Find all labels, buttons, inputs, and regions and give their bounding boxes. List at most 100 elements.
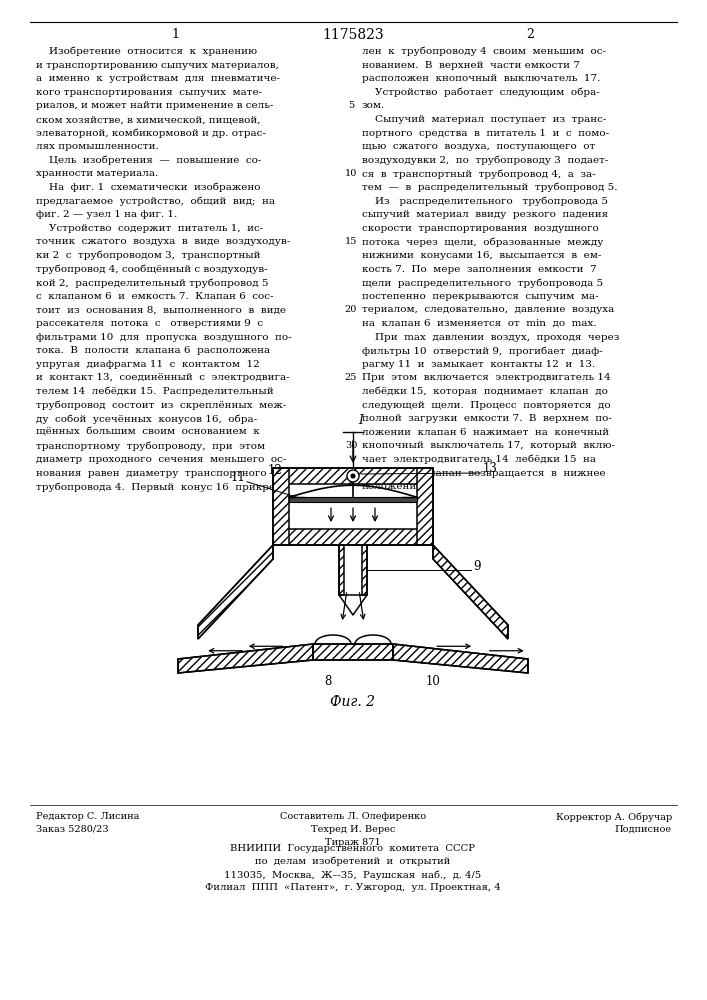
Circle shape <box>347 470 359 482</box>
Text: Техред И. Верес: Техред И. Верес <box>311 825 395 834</box>
Text: кого транспортирования  сыпучих  мате-: кого транспортирования сыпучих мате- <box>36 88 262 97</box>
Text: 25: 25 <box>345 373 357 382</box>
Text: Корректор А. Обручар: Корректор А. Обручар <box>556 812 672 822</box>
Text: расположен  кнопочный  выключатель  17.: расположен кнопочный выключатель 17. <box>362 74 600 83</box>
Text: лебёдки 15,  которая  поднимает  клапан  до: лебёдки 15, которая поднимает клапан до <box>362 387 608 396</box>
Text: трубопровода 4.  Первый  конус 16  прикреп-: трубопровода 4. Первый конус 16 прикреп- <box>36 482 286 492</box>
Text: 10: 10 <box>426 675 440 688</box>
Text: 2: 2 <box>526 28 534 41</box>
Text: На  фиг. 1  схематически  изображено: На фиг. 1 схематически изображено <box>36 183 260 192</box>
Text: Составитель Л. Олефиренко: Составитель Л. Олефиренко <box>280 812 426 821</box>
Text: Изобретение  относится  к  хранению: Изобретение относится к хранению <box>36 47 257 56</box>
Text: 113035,  Москва,  Ж–-35,  Раушская  наб.,  д. 4/5: 113035, Москва, Ж–-35, Раушская наб., д.… <box>224 870 481 880</box>
Text: Заказ 5280/23: Заказ 5280/23 <box>36 825 109 834</box>
Text: и транспортированию сыпучих материалов,: и транспортированию сыпучих материалов, <box>36 61 279 70</box>
Text: рагму 11  и  замыкает  контакты 12  и  13.: рагму 11 и замыкает контакты 12 и 13. <box>362 360 595 369</box>
Text: тоит  из  основания 8,  выполненного  в  виде: тоит из основания 8, выполненного в виде <box>36 305 286 314</box>
Text: 5: 5 <box>348 101 354 110</box>
Text: положение.: положение. <box>362 482 426 491</box>
Text: лях промышленности.: лях промышленности. <box>36 142 159 151</box>
Text: диаметр  проходного  сечения  меньшего  ос-: диаметр проходного сечения меньшего ос- <box>36 455 286 464</box>
Text: 1175823: 1175823 <box>322 28 384 42</box>
Circle shape <box>351 474 355 478</box>
Text: Устройство  содержит  питатель 1,  ис-: Устройство содержит питатель 1, ис- <box>36 224 263 233</box>
Text: фильтры 10  отверстий 9,  прогибает  диаф-: фильтры 10 отверстий 9, прогибает диаф- <box>362 346 603 356</box>
Text: Тираж 871: Тираж 871 <box>325 838 381 847</box>
Polygon shape <box>178 644 313 673</box>
Text: скорости  транспортирования  воздушного: скорости транспортирования воздушного <box>362 224 599 233</box>
Text: Филиал  ППП  «Патент»,  г. Ужгород,  ул. Проектная, 4: Филиал ППП «Патент», г. Ужгород, ул. Про… <box>205 883 501 892</box>
Text: щели  распределительного  трубопровода 5: щели распределительного трубопровода 5 <box>362 278 603 288</box>
Text: а  именно  к  устройствам  для  пневматиче-: а именно к устройствам для пневматиче- <box>36 74 280 83</box>
Text: 10: 10 <box>345 169 357 178</box>
Text: сыпучий  материал  ввиду  резкого  падения: сыпучий материал ввиду резкого падения <box>362 210 608 219</box>
Text: лен  к  трубопроводу 4  своим  меньшим  ос-: лен к трубопроводу 4 своим меньшим ос- <box>362 47 606 56</box>
Text: упругая  диафрагма 11  с  контактом  12: упругая диафрагма 11 с контактом 12 <box>36 360 259 369</box>
Text: нованием.  В  верхней  части емкости 7: нованием. В верхней части емкости 7 <box>362 61 580 70</box>
Polygon shape <box>393 644 528 673</box>
Text: воздуходувки 2,  по  трубопроводу 3  подает-: воздуходувки 2, по трубопроводу 3 подает… <box>362 156 609 165</box>
Text: по  делам  изобретений  и  открытий: по делам изобретений и открытий <box>255 857 450 866</box>
Text: 13: 13 <box>483 462 498 476</box>
Text: кнопочный  выключатель 17,  который  вклю-: кнопочный выключатель 17, который вклю- <box>362 441 615 450</box>
Polygon shape <box>433 545 508 639</box>
Text: Сыпучий  материал  поступает  из  транс-: Сыпучий материал поступает из транс- <box>362 115 607 124</box>
Text: кой 2,  распределительный трубопровод 5: кой 2, распределительный трубопровод 5 <box>36 278 269 288</box>
Text: нижними  конусами 16,  высыпается  в  ем-: нижними конусами 16, высыпается в ем- <box>362 251 602 260</box>
Text: предлагаемое  устройство,  общий  вид;  на: предлагаемое устройство, общий вид; на <box>36 197 275 206</box>
Text: Из   распределительного   трубопровода 5: Из распределительного трубопровода 5 <box>362 197 608 206</box>
Text: риалов, и может найти применение в сель-: риалов, и может найти применение в сель- <box>36 101 274 110</box>
Text: на  клапан 6  изменяется  от  min  до  max.: на клапан 6 изменяется от min до max. <box>362 319 597 328</box>
Text: полной  загрузки  емкости 7.  В  верхнем  по-: полной загрузки емкости 7. В верхнем по- <box>362 414 612 423</box>
Text: 30: 30 <box>345 441 357 450</box>
Text: и  контакт 13,  соединённый  с  электродвига-: и контакт 13, соединённый с электродвига… <box>36 373 290 382</box>
Text: телем 14  лебёдки 15.  Распределительный: телем 14 лебёдки 15. Распределительный <box>36 387 274 396</box>
Text: постепенно  перекрываются  сыпучим  ма-: постепенно перекрываются сыпучим ма- <box>362 292 599 301</box>
Text: 12: 12 <box>268 464 283 477</box>
Text: Подписное: Подписное <box>615 825 672 834</box>
Text: При  max  давлении  воздух,  проходя  через: При max давлении воздух, проходя через <box>362 333 619 342</box>
Text: териалом,  следовательно,  давление  воздуха: териалом, следовательно, давление воздух… <box>362 305 614 314</box>
Bar <box>339 545 344 595</box>
Text: фиг. 2 — узел 1 на фиг. 1.: фиг. 2 — узел 1 на фиг. 1. <box>36 210 177 219</box>
Text: нования  равен  диаметру  транспортного: нования равен диаметру транспортного <box>36 469 267 478</box>
Text: тем  —  в  распределительный  трубопровод 5.: тем — в распределительный трубопровод 5. <box>362 183 617 192</box>
Text: ся  в  транспортный  трубопровод 4,  а  за-: ся в транспортный трубопровод 4, а за- <box>362 169 595 179</box>
Text: с  клапаном 6  и  емкость 7.  Клапан 6  сос-: с клапаном 6 и емкость 7. Клапан 6 сос- <box>36 292 274 301</box>
Text: элеваторной, комбикормовой и др. отрас-: элеваторной, комбикормовой и др. отрас- <box>36 129 266 138</box>
Text: ду  собой  усечённых  конусов 16,  обра-: ду собой усечённых конусов 16, обра- <box>36 414 257 424</box>
Text: трубопровод  состоит  из  скреплённых  меж-: трубопровод состоит из скреплённых меж- <box>36 401 286 410</box>
Bar <box>273 529 433 545</box>
Text: фильтрами 10  для  пропуска  воздушного  по-: фильтрами 10 для пропуска воздушного по- <box>36 333 291 342</box>
Text: точник  сжатого  воздуха  в  виде  воздуходув-: точник сжатого воздуха в виде воздуходув… <box>36 237 291 246</box>
Text: зом.: зом. <box>362 101 385 110</box>
Text: ском хозяйстве, в химической, пищевой,: ском хозяйстве, в химической, пищевой, <box>36 115 260 124</box>
Text: Цель  изобретения  —  повышение  со-: Цель изобретения — повышение со- <box>36 156 262 165</box>
Text: трубопровод 4, сообщённый с воздуходув-: трубопровод 4, сообщённый с воздуходув- <box>36 265 268 274</box>
Text: рассекателя  потока  с   отверстиями 9  с: рассекателя потока с отверстиями 9 с <box>36 319 263 328</box>
Text: Фиг. 2: Фиг. 2 <box>330 695 375 709</box>
Text: ВНИИПИ  Государственного  комитета  СССР: ВНИИПИ Государственного комитета СССР <box>230 844 476 853</box>
Bar <box>313 644 393 660</box>
Text: следующей  щели.  Процесс  повторяется  до: следующей щели. Процесс повторяется до <box>362 401 611 410</box>
Bar <box>273 468 433 545</box>
Bar <box>273 468 289 545</box>
Text: щённых  большим  своим  основанием  к: щённых большим своим основанием к <box>36 428 259 437</box>
Text: I: I <box>358 414 363 427</box>
Text: чает  электродвигатель 14  лебёдки 15  на: чает электродвигатель 14 лебёдки 15 на <box>362 455 596 464</box>
Bar <box>362 545 367 595</box>
Text: реверс,  и  клапан  возвращается  в  нижнее: реверс, и клапан возвращается в нижнее <box>362 469 606 478</box>
Text: Редактор С. Лисина: Редактор С. Лисина <box>36 812 139 821</box>
Text: кость 7.  По  мере  заполнения  емкости  7: кость 7. По мере заполнения емкости 7 <box>362 265 597 274</box>
Polygon shape <box>198 545 273 639</box>
Text: 1: 1 <box>171 28 179 41</box>
Bar <box>313 644 393 660</box>
Text: потока  через  щели,  образованные  между: потока через щели, образованные между <box>362 237 603 247</box>
Text: 20: 20 <box>345 305 357 314</box>
Text: 15: 15 <box>345 237 357 246</box>
Bar <box>273 468 433 545</box>
Bar <box>289 497 417 502</box>
Bar <box>273 468 433 484</box>
Text: хранности материала.: хранности материала. <box>36 169 158 178</box>
Text: транспортному  трубопроводу,  при  этом: транспортному трубопроводу, при этом <box>36 441 265 451</box>
